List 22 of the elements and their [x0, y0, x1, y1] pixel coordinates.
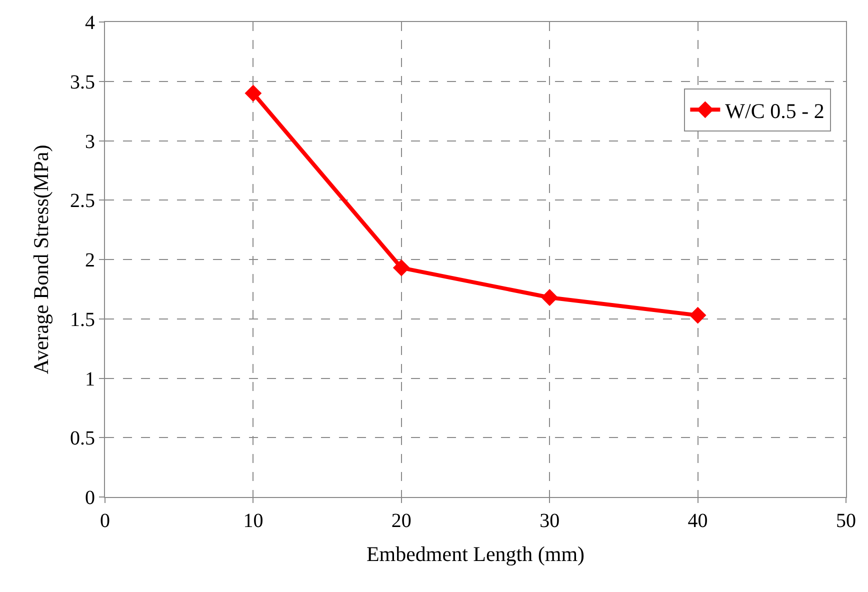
x-tick-label: 50	[836, 510, 856, 532]
point	[541, 289, 558, 306]
y-tick-label: 3.5	[70, 71, 95, 94]
y-tick-label: 2.5	[70, 190, 95, 212]
y-tick-label: 0	[85, 487, 95, 509]
y-tick-label: 2	[85, 250, 95, 272]
y-tick-label: 1.5	[70, 308, 95, 331]
point	[689, 306, 706, 324]
y-tick-label: 1	[85, 368, 95, 390]
y-tick-label: 0.5	[70, 428, 95, 450]
x-axis-title: Embedment Length (mm)	[366, 542, 585, 566]
x-tick-label: 40	[688, 510, 708, 532]
y-tick-label: 3	[85, 130, 95, 153]
y-tick-label: 4	[85, 12, 95, 34]
x-tick-label: 0	[100, 510, 110, 532]
x-tick-label: 30	[540, 510, 560, 532]
point	[244, 84, 262, 102]
point	[392, 259, 410, 276]
x-tick-label: 10	[243, 510, 264, 532]
y-axis-title: Average Bond Stress(MPa)	[29, 144, 54, 374]
x-tick-label: 20	[391, 510, 412, 532]
legend-label: W/C 0.5 - 2	[725, 98, 824, 123]
